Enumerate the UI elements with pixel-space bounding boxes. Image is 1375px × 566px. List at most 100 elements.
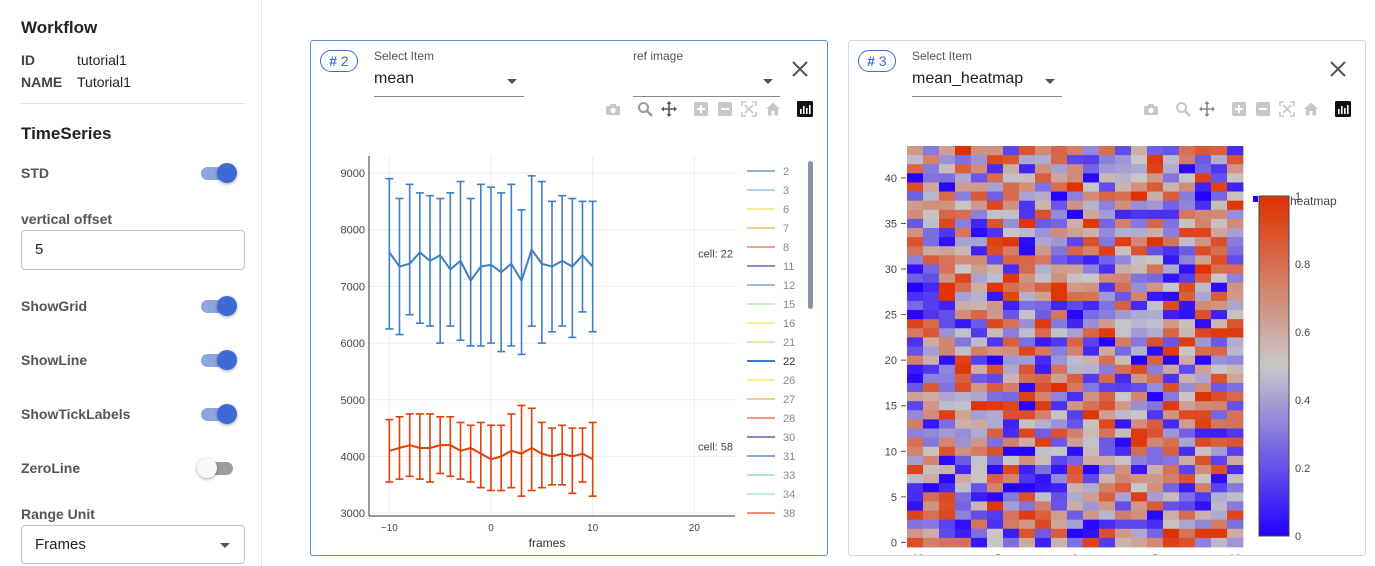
heatmap-cell [1099, 209, 1116, 220]
timeseries-title: TimeSeries [21, 124, 112, 143]
heatmap-cell [1147, 255, 1164, 265]
heatmap-cell [1003, 528, 1020, 539]
heatmap-cell [1195, 446, 1212, 457]
zoom-in-icon[interactable] [1231, 101, 1247, 117]
plotly-logo-icon[interactable] [1335, 101, 1351, 117]
camera-icon[interactable] [605, 101, 621, 117]
heatmap-cell [1115, 510, 1132, 521]
heatmap-cell [1179, 282, 1196, 293]
heatmap-cell [1051, 209, 1068, 220]
heatmap-cell [1019, 264, 1036, 274]
pan-icon[interactable] [661, 101, 677, 117]
heatmap-cell [1115, 474, 1132, 484]
showgrid-toggle[interactable] [199, 295, 237, 317]
std-toggle[interactable] [199, 162, 237, 184]
range-unit-select[interactable]: Frames [21, 525, 245, 564]
heatmap-cell [923, 483, 940, 493]
heatmap-cell [1179, 519, 1196, 530]
heatmap-cell [1067, 200, 1084, 211]
heatmap-cell [955, 182, 972, 192]
heatmap-cell [1195, 510, 1212, 521]
zoom-icon[interactable] [637, 101, 653, 117]
heatmap-cell [987, 364, 1004, 375]
heatmap-cell [1163, 155, 1180, 165]
heatmap-cell [1051, 182, 1068, 192]
heatmap-cell [1163, 337, 1180, 347]
heatmap-cell [1115, 346, 1132, 357]
home-icon[interactable] [765, 101, 781, 117]
showline-toggle[interactable] [199, 349, 237, 371]
heatmap-cell [923, 246, 940, 256]
pan-icon[interactable] [1199, 101, 1215, 117]
heatmap-cell [1195, 419, 1212, 429]
zoom-in-icon[interactable] [693, 101, 709, 117]
zoom-icon[interactable] [1175, 101, 1191, 117]
plotly-logo-icon[interactable] [797, 101, 813, 117]
zeroline-toggle[interactable] [197, 457, 237, 479]
heatmap-cell [1115, 364, 1132, 375]
heatmap-cell [939, 255, 956, 265]
heatmap-cell [955, 428, 972, 439]
camera-icon[interactable] [1143, 101, 1159, 117]
heatmap-cell [1019, 300, 1036, 311]
heatmap-cell [1083, 428, 1100, 439]
autoscale-icon[interactable] [741, 101, 757, 117]
heatmap-cell [1067, 474, 1084, 484]
close-icon[interactable] [790, 59, 810, 79]
heatmap-cell [1051, 492, 1068, 502]
select-item-dropdown[interactable]: mean [374, 67, 524, 97]
heatmap-cell [907, 282, 924, 293]
heatmap-cell [955, 319, 972, 329]
autoscale-icon[interactable] [1279, 101, 1295, 117]
heatmap-cell [1227, 355, 1244, 366]
heatmap-cell [1147, 200, 1164, 211]
heatmap-cell [1083, 337, 1100, 347]
vertical-offset-input[interactable]: 5 [21, 230, 245, 270]
std-label: STD [21, 165, 49, 181]
heatmap-cell [939, 346, 956, 357]
heatmap-cell [1227, 437, 1244, 448]
heatmap-cell [1115, 337, 1132, 347]
heatmap-cell [1131, 319, 1148, 329]
heatmap-cell [1003, 382, 1020, 393]
heatmap-cell [1019, 401, 1036, 411]
zoom-out-icon[interactable] [1255, 101, 1271, 117]
heatmap-cell [1003, 228, 1020, 238]
heatmap-cell [1227, 410, 1244, 420]
heatmap-cell [1083, 492, 1100, 502]
heatmap-cell [1195, 173, 1212, 183]
heatmap-cell [1147, 528, 1164, 539]
heatmap-chart[interactable]: −10 −5 0 5 10 0 5 10 15 20 25 30 35 40 0 0.2 0.4 0.6 0.8 1h… [849, 136, 1365, 556]
heatmap-cell [1147, 474, 1164, 484]
heatmap-cell [1147, 237, 1164, 247]
heatmap-cell [1131, 264, 1148, 274]
heatmap-cell [1051, 346, 1068, 357]
heatmap-cell [1147, 337, 1164, 347]
timeseries-chart[interactable]: −10 0 10 20 3000 4000 5000 6000 7000 8000 9000 fram… [311, 151, 827, 551]
heatmap-cell [1179, 346, 1196, 357]
heatmap-cell [1163, 191, 1180, 202]
heatmap-cell [1227, 246, 1244, 256]
heatmap-cell [1227, 419, 1244, 429]
heatmap-cell [1211, 455, 1228, 466]
ref-image-dropdown[interactable] [633, 67, 780, 97]
x-tick-label: 5 [1152, 553, 1158, 556]
select-item-dropdown[interactable]: mean_heatmap [912, 67, 1062, 97]
y-tick-label: 20 [885, 355, 897, 367]
heatmap-cell [1099, 446, 1116, 457]
heatmap-cell [1067, 519, 1084, 530]
heatmap-cell [1003, 510, 1020, 521]
heatmap-cell [1227, 273, 1244, 284]
heatmap-cell [1003, 537, 1020, 548]
close-icon[interactable] [1328, 59, 1348, 79]
heatmap-cell [939, 146, 956, 156]
select-underline [912, 96, 1062, 97]
heatmap-cell [1115, 410, 1132, 420]
zoom-out-icon[interactable] [717, 101, 733, 117]
showticklabels-toggle[interactable] [199, 403, 237, 425]
heatmap-cell [1131, 483, 1148, 493]
home-icon[interactable] [1303, 101, 1319, 117]
heatmap-cell [1131, 191, 1148, 202]
select-item-label: Select Item [912, 49, 973, 63]
heatmap-cell [1067, 528, 1084, 539]
